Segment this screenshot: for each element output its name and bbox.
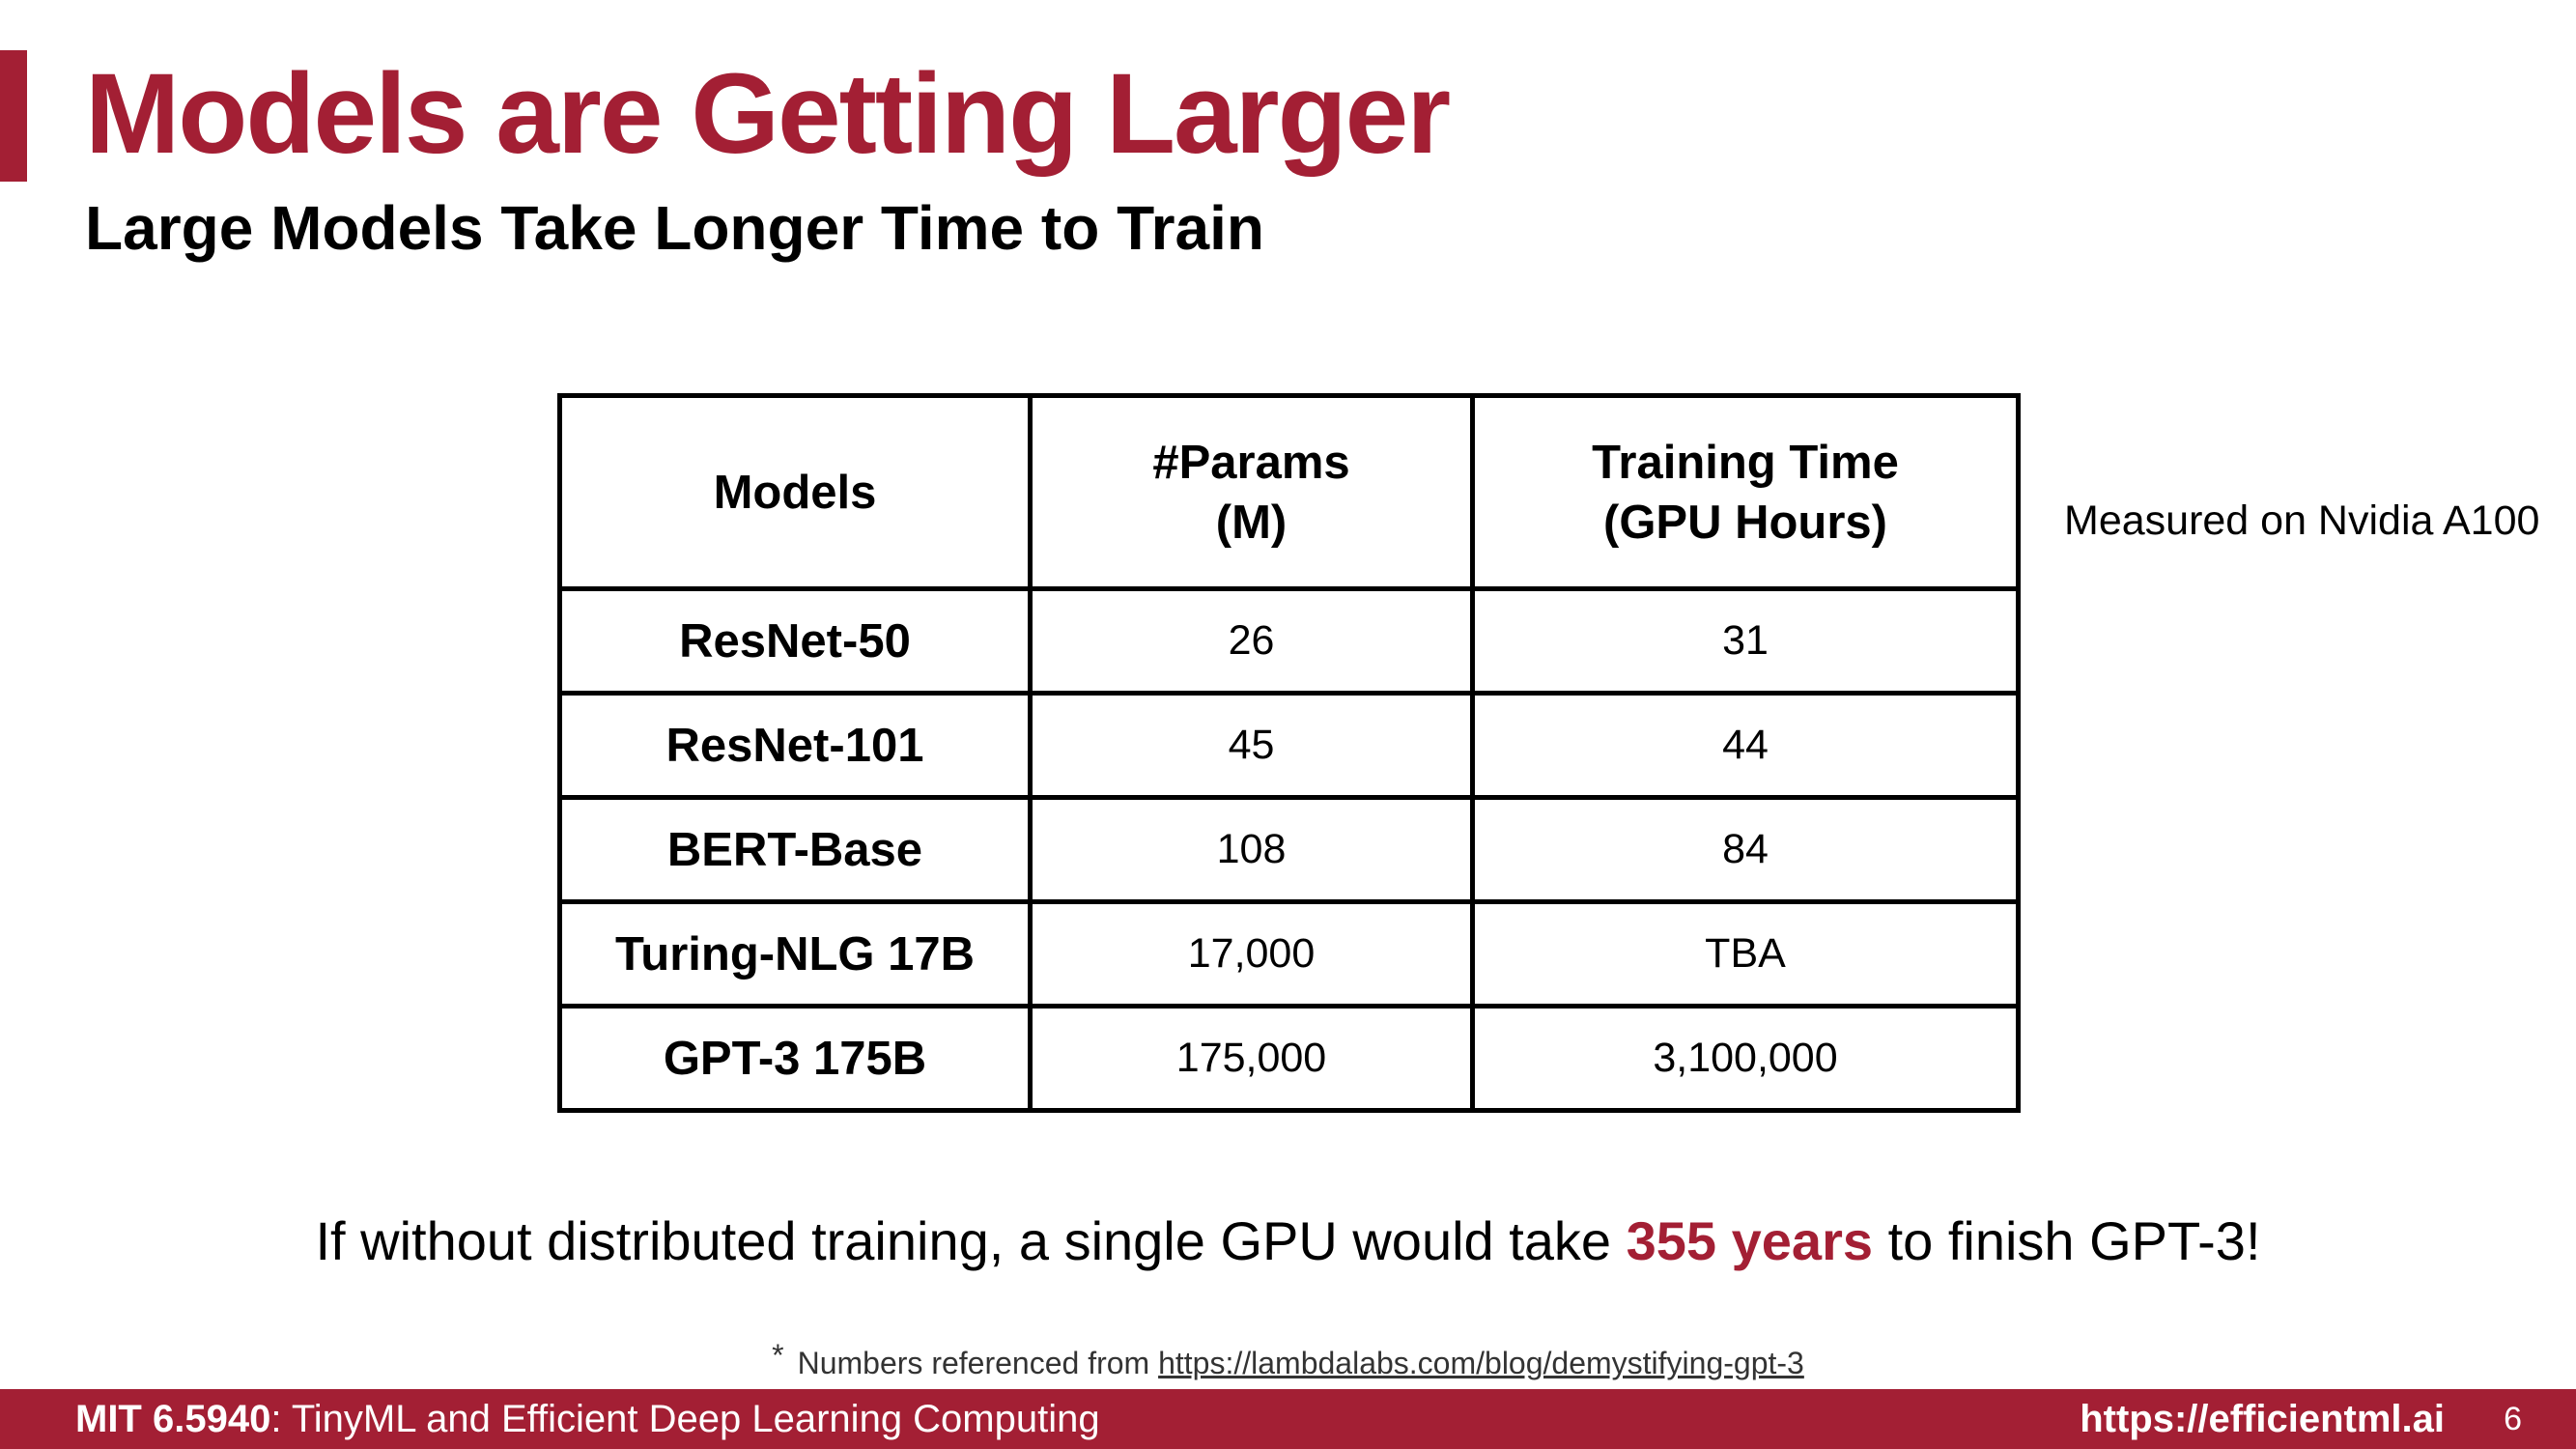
footer-url[interactable]: https://efficientml.ai [2080, 1398, 2445, 1440]
training-time-cell: 31 [1470, 586, 2021, 696]
table-row: ResNet-50 26 31 [557, 586, 2021, 696]
table-header-row: Models #Params (M) Training Time (GPU Hour… [557, 393, 2021, 591]
page-number: 6 [2504, 1401, 2522, 1437]
params-cell: 175,000 [1028, 1004, 1475, 1113]
slide-subtitle: Large Models Take Longer Time to Train [85, 193, 1264, 263]
conclusion-text-before: If without distributed training, a singl… [315, 1210, 1627, 1271]
footer-bar: MIT 6.5940: TinyML and Efficient Deep Le… [0, 1389, 2576, 1449]
params-cell: 17,000 [1028, 899, 1475, 1009]
model-name-cell: ResNet-101 [557, 691, 1033, 800]
table-row: BERT-Base 108 84 [557, 795, 2021, 904]
header-params: #Params (M) [1028, 393, 1475, 591]
training-time-cell: 84 [1470, 795, 2021, 904]
footer-course-code: MIT 6.5940 [75, 1398, 271, 1440]
table-row: Turing-NLG 17B 17,000 TBA [557, 899, 2021, 1009]
footnote: * Numbers referenced from https://lambdal… [0, 1338, 2576, 1381]
model-name-cell: Turing-NLG 17B [557, 899, 1033, 1009]
params-cell: 26 [1028, 586, 1475, 696]
title-accent-bar [0, 50, 27, 182]
measurement-note: Measured on Nvidia A100 [2064, 497, 2540, 544]
footnote-text: Numbers referenced from [797, 1346, 1159, 1380]
params-cell: 45 [1028, 691, 1475, 800]
footnote-asterisk: * [772, 1338, 784, 1373]
model-name-cell: ResNet-50 [557, 586, 1033, 696]
training-time-table: Models #Params (M) Training Time (GPU Hour… [557, 393, 2021, 1113]
table-row: GPT-3 175B 175,000 3,100,000 [557, 1004, 2021, 1113]
params-cell: 108 [1028, 795, 1475, 904]
training-time-cell: TBA [1470, 899, 2021, 1009]
table-row: ResNet-101 45 44 [557, 691, 2021, 800]
model-name-cell: GPT-3 175B [557, 1004, 1033, 1113]
slide-title: Models are Getting Larger [85, 50, 1451, 178]
header-models: Models [557, 393, 1033, 591]
training-time-cell: 3,100,000 [1470, 1004, 2021, 1113]
training-time-cell: 44 [1470, 691, 2021, 800]
conclusion-text-after: to finish GPT-3! [1873, 1210, 2261, 1271]
conclusion-statement: If without distributed training, a singl… [0, 1208, 2576, 1275]
header-training-time: Training Time (GPU Hours) [1470, 393, 2021, 591]
footer-course-name: : TinyML and Efficient Deep Learning Com… [270, 1398, 1100, 1440]
model-name-cell: BERT-Base [557, 795, 1033, 904]
footnote-link[interactable]: https://lambdalabs.com/blog/demystifying… [1158, 1346, 1804, 1380]
conclusion-highlight: 355 years [1626, 1210, 1874, 1271]
footer-course: MIT 6.5940: TinyML and Efficient Deep Le… [75, 1398, 1100, 1441]
